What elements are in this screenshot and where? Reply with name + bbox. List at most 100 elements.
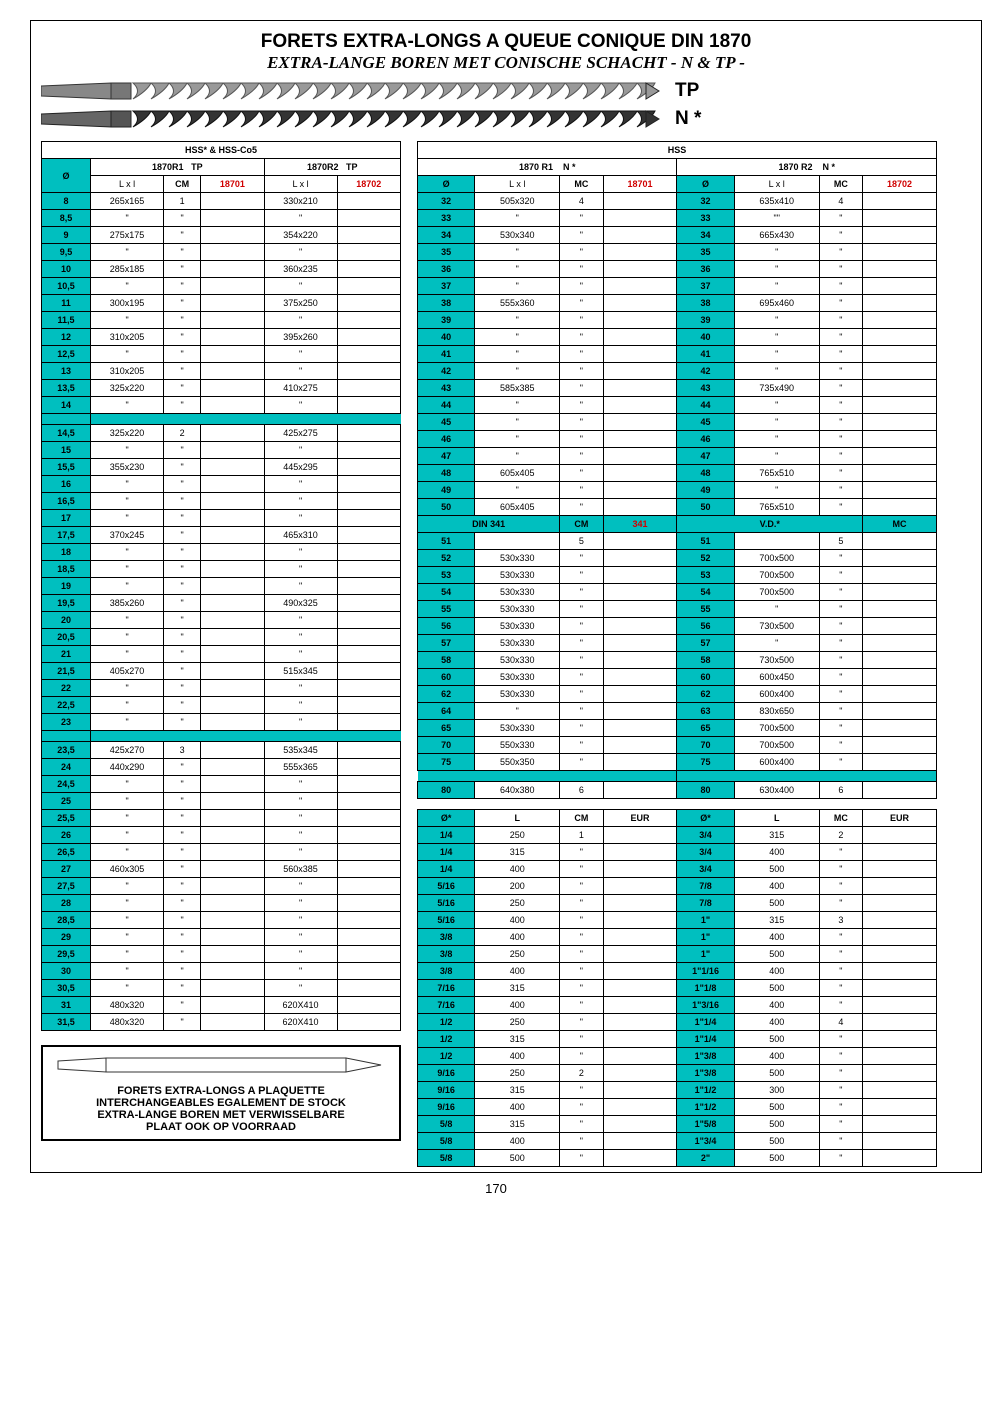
table-row: 39""39"" bbox=[418, 312, 937, 329]
table-row: 25""" bbox=[42, 793, 401, 810]
title-fr: FORETS EXTRA-LONGS A QUEUE CONIQUE DIN 1… bbox=[41, 31, 971, 53]
table-row: 19,5385x260"490x325 bbox=[42, 595, 401, 612]
table-row: 35""35"" bbox=[418, 244, 937, 261]
table-row: 31480x320"620X410 bbox=[42, 997, 401, 1014]
page-frame: FORETS EXTRA-LONGS A QUEUE CONIQUE DIN 1… bbox=[30, 20, 982, 1173]
table-row: 75550x350"75600x400" bbox=[418, 754, 937, 771]
table-row: 16,5""" bbox=[42, 493, 401, 510]
table-row: 1/4400"3/4500" bbox=[418, 861, 937, 878]
table-row: 60530x330"60600x450" bbox=[418, 669, 937, 686]
table-row: 1/425013/43152 bbox=[418, 827, 937, 844]
table-row: 40""40"" bbox=[418, 329, 937, 346]
hdr-hss-co: HSS* & HSS-Co5 bbox=[42, 142, 401, 159]
table-row: 50605x405"50765x510" bbox=[418, 499, 937, 516]
table-row: 11300x195"375x250 bbox=[42, 295, 401, 312]
table-row: 45""45"" bbox=[418, 414, 937, 431]
table-row: 52530x330"52700x500" bbox=[418, 550, 937, 567]
table-row: 12310x205"395x260 bbox=[42, 329, 401, 346]
table-row: 3/8400"1"400" bbox=[418, 929, 937, 946]
table-row: 3/8400"1"1/16400" bbox=[418, 963, 937, 980]
table-row: 12,5""" bbox=[42, 346, 401, 363]
table-row: 14""" bbox=[42, 397, 401, 414]
table-row: 5/8315"1"5/8500" bbox=[418, 1116, 937, 1133]
table-row: 47""47"" bbox=[418, 448, 937, 465]
table-row: 29""" bbox=[42, 929, 401, 946]
table-row: 48605x405"48765x510" bbox=[418, 465, 937, 482]
table-row: 65530x330"65700x500" bbox=[418, 720, 937, 737]
drill-illustrations: TP N * bbox=[41, 79, 971, 131]
label-n: N * bbox=[675, 108, 723, 130]
table-row: 9/16400"1"1/2500" bbox=[418, 1099, 937, 1116]
table-row: 30""" bbox=[42, 963, 401, 980]
table-row: 22""" bbox=[42, 680, 401, 697]
table-row: 18,5""" bbox=[42, 561, 401, 578]
table-row: 9275x175"354x220 bbox=[42, 227, 401, 244]
page-number: 170 bbox=[30, 1181, 962, 1196]
table-row: 27,5""" bbox=[42, 878, 401, 895]
table-row: 15,5355x230"445x295 bbox=[42, 459, 401, 476]
table-row: 56530x330"56730x500" bbox=[418, 618, 937, 635]
table-row: 64""63830x650" bbox=[418, 703, 937, 720]
table-row: 62530x330"62600x400" bbox=[418, 686, 937, 703]
table-row: 41""41"" bbox=[418, 346, 937, 363]
table-row: 9,5""" bbox=[42, 244, 401, 261]
table-row: 46""46"" bbox=[418, 431, 937, 448]
table-row: 1/2400"1"3/8400" bbox=[418, 1048, 937, 1065]
table-row: 34530x340"34665x430" bbox=[418, 227, 937, 244]
table-row: 1/2250"1"1/44004 bbox=[418, 1014, 937, 1031]
table-row: 13310x205"" bbox=[42, 363, 401, 380]
table-row: 8265x1651330x210 bbox=[42, 193, 401, 210]
table-row: 16""" bbox=[42, 476, 401, 493]
table-row: 5/8400"1"3/4500" bbox=[418, 1133, 937, 1150]
table-row: 11,5""" bbox=[42, 312, 401, 329]
table-row: 22,5""" bbox=[42, 697, 401, 714]
table-row: 58530x330"58730x500" bbox=[418, 652, 937, 669]
left-table: HSS* & HSS-Co5 Ø 1870R1 TP 1870R2 TP L x… bbox=[41, 141, 401, 1031]
table-row: 14,5325x2202425x275 bbox=[42, 425, 401, 442]
table-row: 5/8500"2"500" bbox=[418, 1150, 937, 1167]
left-column: HSS* & HSS-Co5 Ø 1870R1 TP 1870R2 TP L x… bbox=[41, 141, 401, 1141]
table-row: 49""49"" bbox=[418, 482, 937, 499]
table-row: 21""" bbox=[42, 646, 401, 663]
table-row: 32505x320432635x4104 bbox=[418, 193, 937, 210]
table-row: 31,5480x320"620X410 bbox=[42, 1014, 401, 1031]
table-row: 55530x330"55"" bbox=[418, 601, 937, 618]
table-row: 10285x185"360x235 bbox=[42, 261, 401, 278]
table-row: 515515 bbox=[418, 533, 937, 550]
table-row: 17""" bbox=[42, 510, 401, 527]
right-bottom-table: Ø* L CM EUR Ø* L MC EUR 1/425013/431521/… bbox=[417, 809, 937, 1167]
table-row: 57530x330"57"" bbox=[418, 635, 937, 652]
table-row: 1/4315"3/4400" bbox=[418, 844, 937, 861]
table-row: 5/16400"1"3153 bbox=[418, 912, 937, 929]
table-row: 19""" bbox=[42, 578, 401, 595]
table-row: 70550x330"70700x500" bbox=[418, 737, 937, 754]
table-row: 20,5""" bbox=[42, 629, 401, 646]
right-column: HSS 1870 R1 N * 1870 R2 N * Ø L x l MC 1… bbox=[417, 141, 937, 1167]
table-row: 24,5""" bbox=[42, 776, 401, 793]
table-row: 54530x330"54700x500" bbox=[418, 584, 937, 601]
table-row: 25,5""" bbox=[42, 810, 401, 827]
table-row: 24440x290"555x365 bbox=[42, 759, 401, 776]
table-row: 9/1625021"3/8500" bbox=[418, 1065, 937, 1082]
table-row: 15""" bbox=[42, 442, 401, 459]
table-row: 29,5""" bbox=[42, 946, 401, 963]
table-row: 23,5425x2703535x345 bbox=[42, 742, 401, 759]
table-row: 44""44"" bbox=[418, 397, 937, 414]
table-row: 3/8250"1"500" bbox=[418, 946, 937, 963]
table-row: 36""36"" bbox=[418, 261, 937, 278]
table-row: 37""37"" bbox=[418, 278, 937, 295]
table-row: 5/16200"7/8400" bbox=[418, 878, 937, 895]
table-row: 28""" bbox=[42, 895, 401, 912]
table-row: 80640x380680630x4006 bbox=[418, 782, 937, 799]
table-row: 13,5325x220"410x275 bbox=[42, 380, 401, 397]
hdr-dia: Ø bbox=[42, 159, 91, 193]
table-row: 27460x305"560x385 bbox=[42, 861, 401, 878]
footnote-box: FORETS EXTRA-LONGS A PLAQUETTE INTERCHAN… bbox=[41, 1045, 401, 1141]
table-row: 17,5370x245"465x310 bbox=[42, 527, 401, 544]
table-row: 7/16400"1"3/16400" bbox=[418, 997, 937, 1014]
table-row: 9/16315"1"1/2300" bbox=[418, 1082, 937, 1099]
table-row: 21,5405x270"515x345 bbox=[42, 663, 401, 680]
table-row: 20""" bbox=[42, 612, 401, 629]
drill-n-icon bbox=[41, 107, 661, 131]
drill-tp-icon bbox=[41, 79, 661, 103]
